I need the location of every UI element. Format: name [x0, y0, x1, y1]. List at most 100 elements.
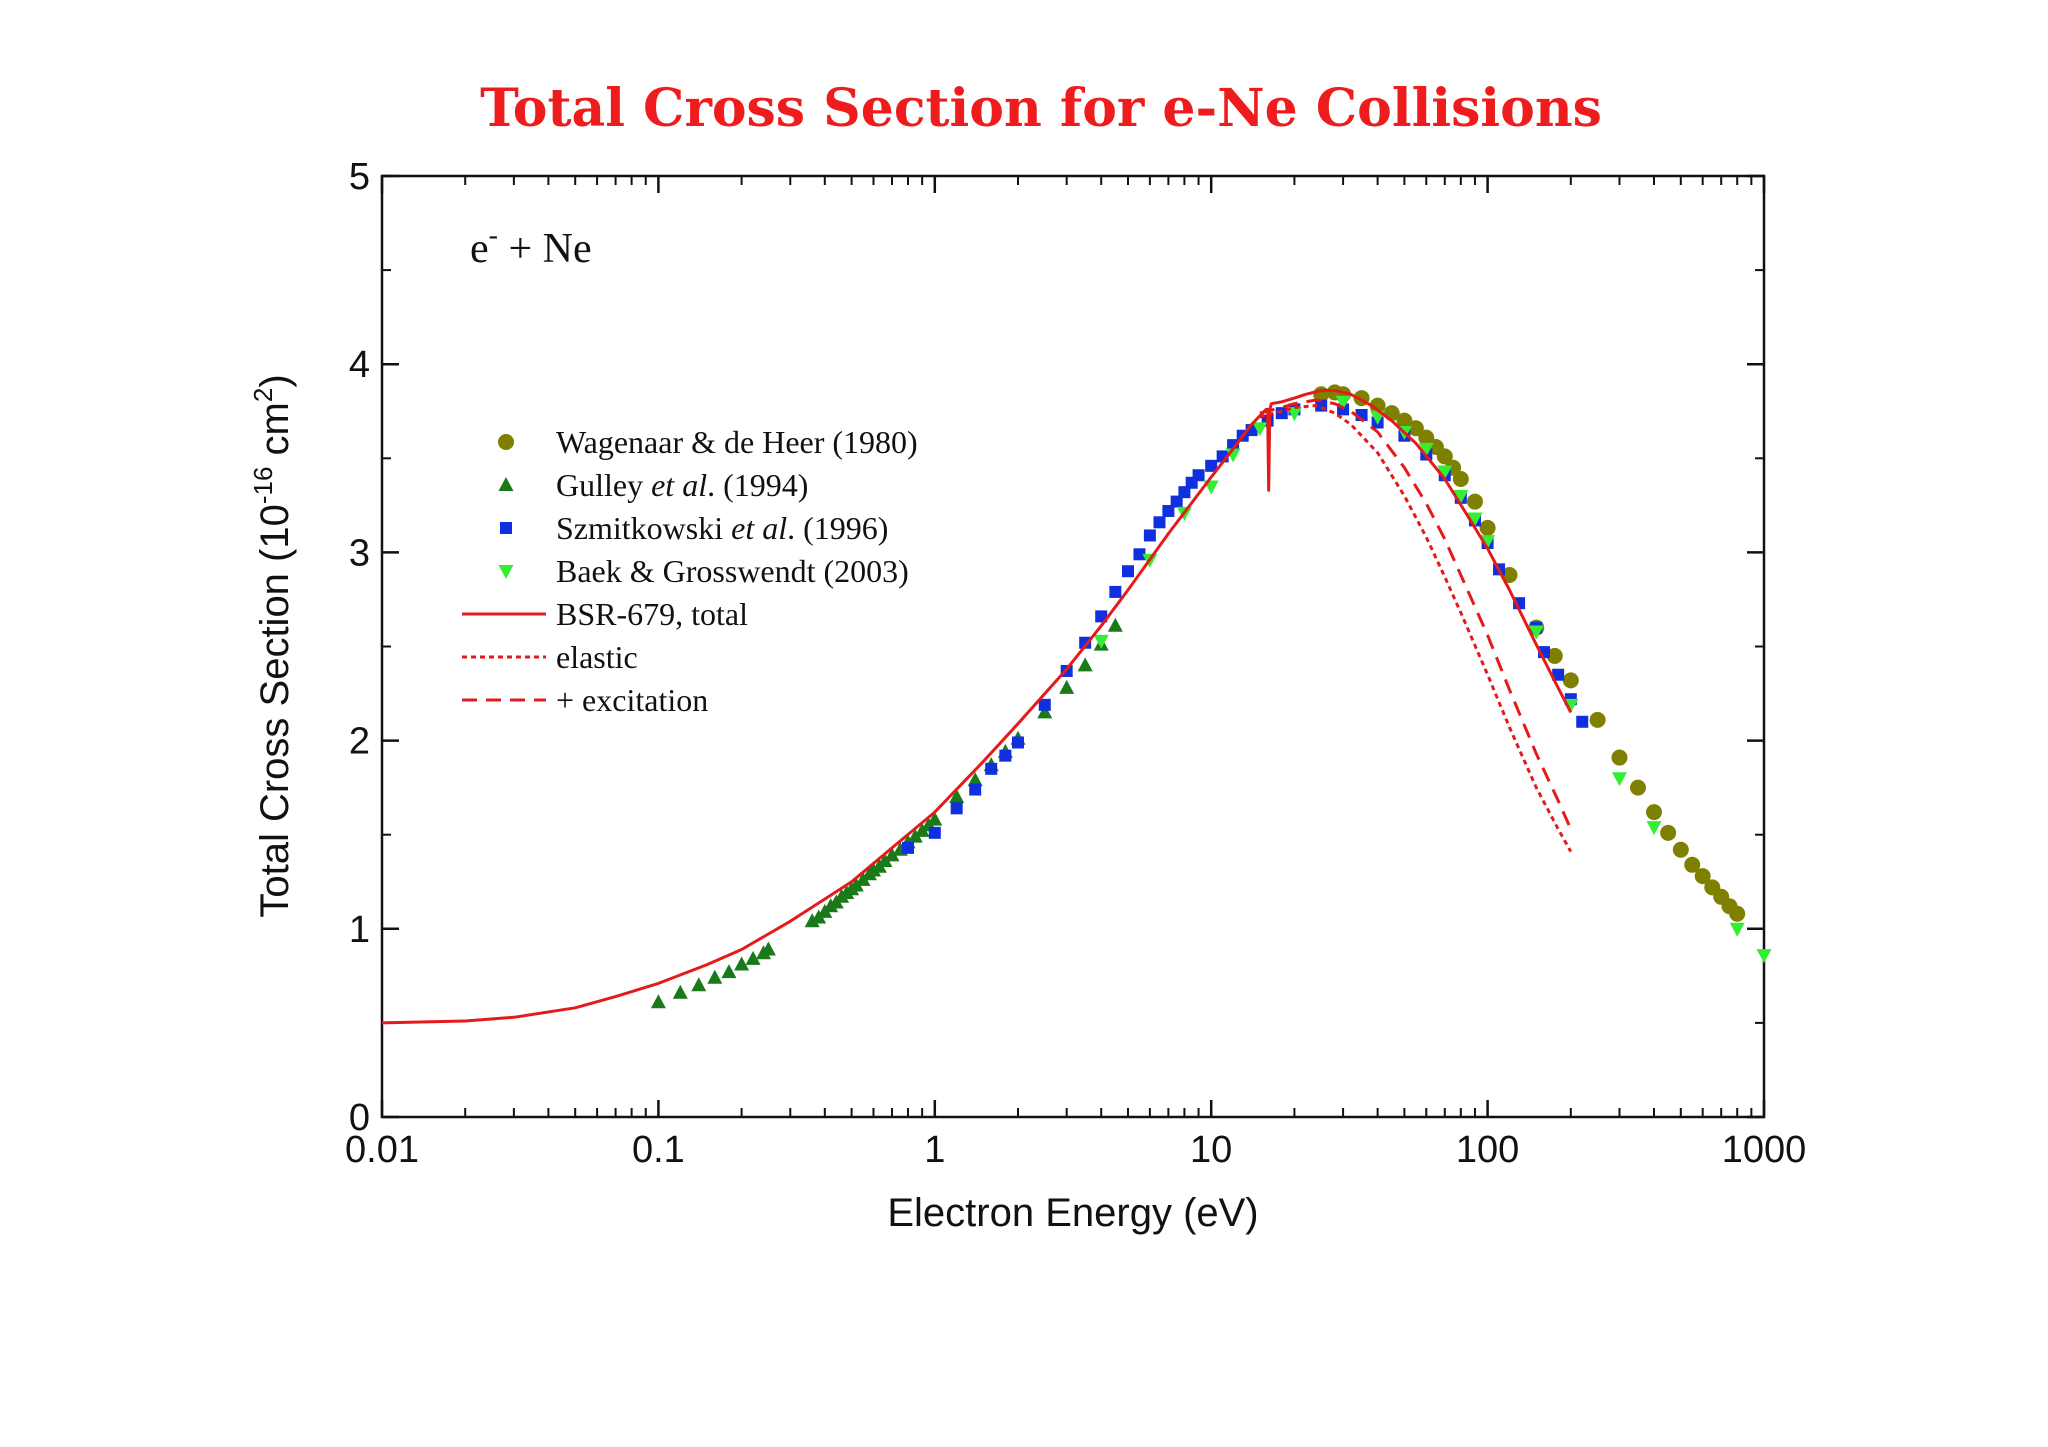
data-point [1611, 749, 1628, 766]
series-gulley-et-al-1994 [650, 617, 1123, 1009]
data-point [1562, 672, 1579, 689]
y-tick-label: 5 [349, 156, 370, 198]
data-point [1093, 634, 1109, 649]
data-point [1729, 922, 1745, 937]
data-point [999, 749, 1012, 762]
minor-ticks [382, 176, 1764, 1117]
data-point [1407, 420, 1424, 437]
data-point [865, 862, 881, 877]
legend-symbol [498, 434, 514, 450]
plot-data [381, 384, 1772, 1025]
data-point [985, 762, 998, 775]
y-tick-label: 3 [349, 532, 370, 574]
data-point [804, 913, 820, 928]
data-point [949, 789, 965, 804]
y-tick-label: 0 [349, 1097, 370, 1139]
data-point [1436, 448, 1453, 465]
data-point [1756, 949, 1772, 964]
data-point [967, 772, 983, 787]
x-tick-label: 0.1 [632, 1129, 685, 1171]
data-point [1684, 856, 1701, 873]
data-point [1501, 566, 1518, 583]
annotation-sup: - [489, 220, 498, 251]
major-ticks [380, 174, 1766, 1119]
series-bsr-679-total [381, 389, 1573, 1025]
data-point [877, 853, 893, 868]
legend-item-baek-grosswendt-2003: Baek & Grosswendt (2003) [498, 553, 909, 589]
data-point [1133, 548, 1146, 561]
data-point [721, 964, 737, 979]
annotation-rest: + Ne [498, 226, 592, 272]
legend-item-szmitkowski-et-al-1996: Szmitkowski et al. (1996) [500, 510, 888, 546]
data-point [1109, 585, 1122, 598]
data-point [1059, 679, 1075, 694]
data-point [1694, 868, 1711, 885]
x-tick-label: 100 [1456, 1129, 1519, 1171]
data-point [1153, 516, 1166, 529]
data-point [1646, 804, 1663, 821]
legend-label: Wagenaar & de Heer (1980) [556, 424, 918, 460]
data-point [1611, 772, 1627, 787]
data-point [1466, 493, 1483, 510]
data-point [1170, 495, 1183, 508]
data-point [927, 811, 943, 826]
series-wagenaar-de-heer-1980 [1313, 384, 1746, 922]
data-point [1418, 442, 1434, 457]
series-line [1259, 404, 1573, 853]
x-axis-label: Electron Energy (eV) [887, 1191, 1258, 1235]
data-point [950, 802, 963, 815]
series-line [1259, 398, 1573, 830]
data-point [1369, 397, 1386, 414]
data-point [1672, 841, 1689, 858]
data-point [1121, 565, 1134, 578]
y-axis-label-close: ) [253, 374, 297, 387]
x-tick-label: 1000 [1722, 1129, 1807, 1171]
y-axis-label-base: Total Cross Section (10 [253, 504, 297, 918]
x-tick-label: 10 [1190, 1129, 1232, 1171]
data-point [1660, 824, 1677, 841]
data-point [1589, 711, 1606, 728]
data-point [691, 977, 707, 992]
data-point [1576, 715, 1589, 728]
data-point [1227, 439, 1240, 452]
data-point [1479, 519, 1496, 536]
data-point [1646, 821, 1662, 836]
data-point [1178, 486, 1191, 499]
y-axis-label-unit-exp: 2 [248, 388, 278, 402]
legend-item-bsr-679-total: BSR-679, total [462, 596, 748, 632]
data-point [1077, 657, 1093, 672]
data-point [672, 984, 688, 999]
legend-label: + excitation [556, 682, 708, 718]
data-point [884, 847, 900, 862]
y-axis-label: Total Cross Section (10-16 cm2) [248, 374, 297, 917]
legend-item-wagenaar-de-heer-1980: Wagenaar & de Heer (1980) [498, 424, 918, 460]
data-point [707, 969, 723, 984]
data-point [745, 950, 761, 965]
y-axis-label-exp: -16 [248, 467, 278, 505]
series-excitation [1259, 398, 1573, 830]
y-tick-label: 1 [349, 909, 370, 951]
annotation-e-ne: e- + Ne [470, 220, 592, 272]
data-point [1205, 459, 1218, 472]
data-point [1480, 535, 1496, 550]
legend-symbol [498, 565, 514, 579]
legend-label: BSR-679, total [556, 596, 748, 632]
data-point [1437, 465, 1453, 480]
legend-label: Baek & Grosswendt (2003) [556, 553, 909, 589]
data-point [1729, 905, 1746, 922]
chart-title: Total Cross Section for e-Ne Collisions [480, 78, 1602, 139]
legend-label: elastic [556, 639, 638, 675]
x-tick-label: 1 [924, 1129, 945, 1171]
data-point [1528, 625, 1544, 640]
data-point [1453, 489, 1469, 504]
data-point [1252, 422, 1268, 437]
y-tick-label: 2 [349, 721, 370, 763]
data-point [1629, 779, 1646, 796]
data-point [1546, 647, 1563, 664]
data-point [1012, 736, 1025, 749]
y-axis-label-unit: cm [253, 402, 297, 466]
legend: Wagenaar & de Heer (1980) Gulley et al. (… [462, 424, 918, 718]
legend-symbol [498, 477, 514, 491]
data-point [1037, 704, 1053, 719]
